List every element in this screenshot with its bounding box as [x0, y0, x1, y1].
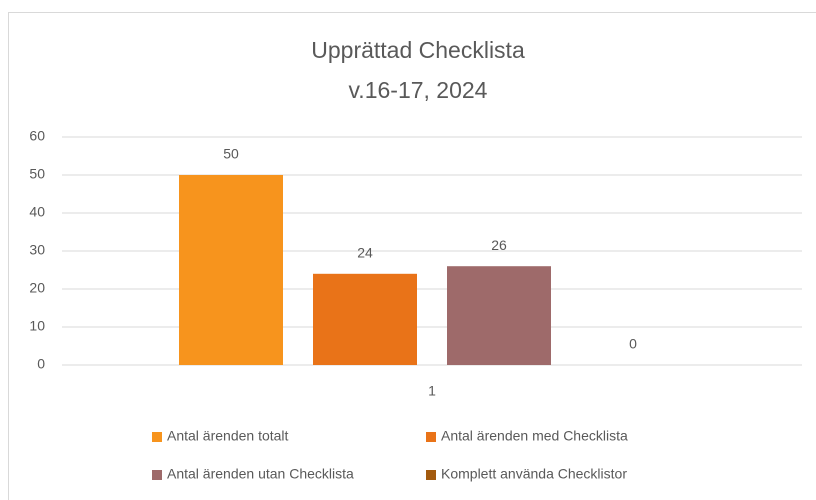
legend-swatch	[152, 470, 162, 480]
chart-title: Upprättad Checklista	[311, 37, 525, 63]
legend-label: Komplett använda Checklistor	[441, 466, 627, 482]
chart-subtitle: v.16-17, 2024	[349, 77, 488, 103]
y-tick-label: 40	[29, 204, 45, 220]
bar	[313, 273, 417, 365]
y-tick-label: 0	[37, 356, 45, 372]
data-label: 50	[223, 146, 239, 162]
legend-label: Antal ärenden med Checklista	[441, 428, 628, 444]
chart-border	[8, 12, 816, 500]
legend-label: Antal ärenden totalt	[167, 428, 289, 444]
legend-label: Antal ärenden utan Checklista	[167, 466, 354, 482]
y-tick-label: 60	[29, 128, 45, 144]
data-label: 26	[491, 237, 507, 253]
y-tick-label: 10	[29, 318, 45, 334]
legend-swatch	[426, 470, 436, 480]
y-tick-label: 50	[29, 166, 45, 182]
data-label: 0	[629, 336, 637, 352]
legend-swatch	[426, 432, 436, 442]
y-tick-label: 20	[29, 280, 45, 296]
data-label: 24	[357, 245, 373, 261]
bar	[447, 266, 551, 365]
x-tick-label: 1	[428, 383, 436, 399]
bar	[179, 175, 283, 365]
legend-swatch	[152, 432, 162, 442]
y-tick-label: 30	[29, 242, 45, 258]
